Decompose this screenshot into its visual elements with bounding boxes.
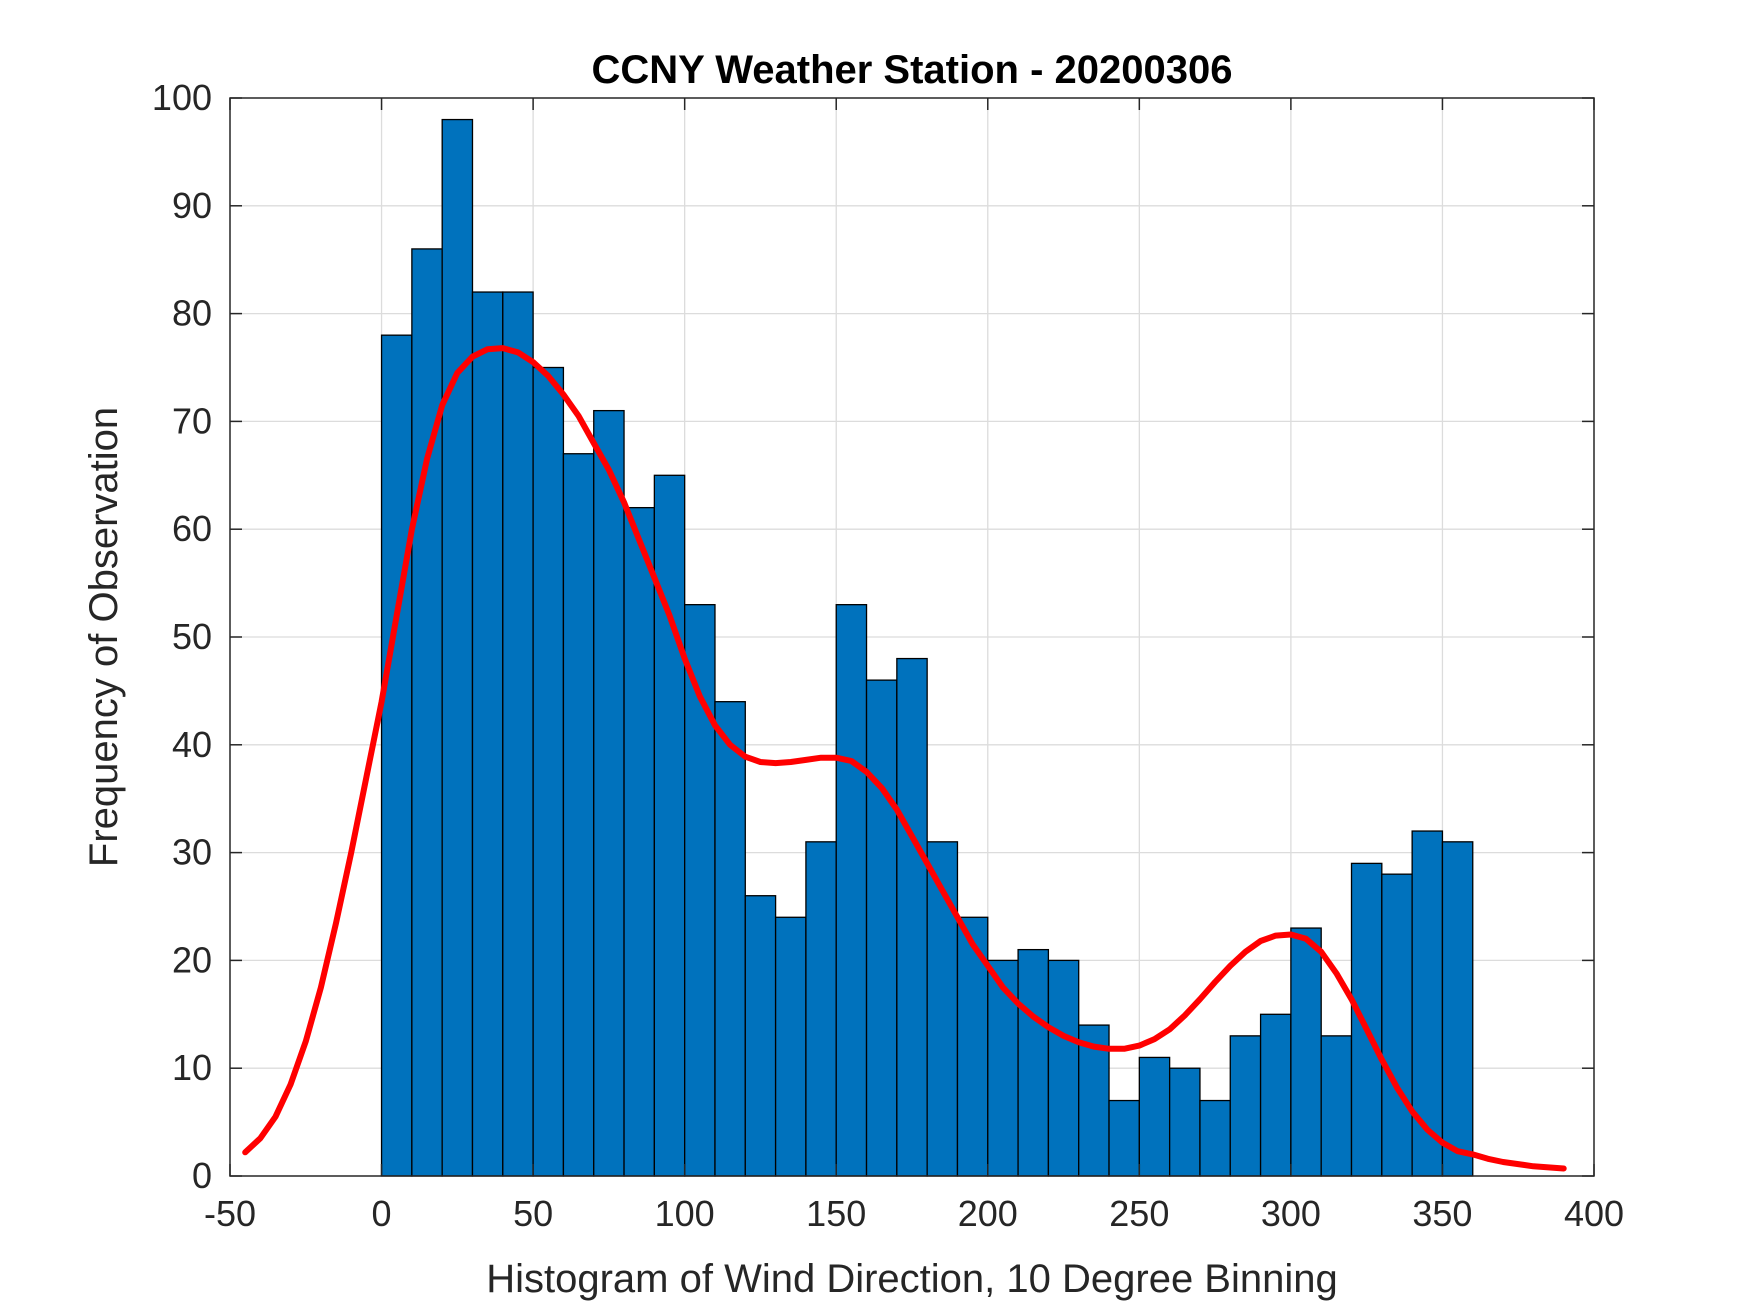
histogram-bar [1411, 830, 1444, 1177]
histogram-bar [1108, 1099, 1140, 1177]
y-tick-label: 50 [172, 616, 212, 657]
histogram-bar [441, 118, 474, 1177]
histogram-bar [411, 248, 443, 1177]
x-tick-label: -50 [204, 1193, 256, 1234]
histogram-bar [1290, 927, 1322, 1177]
x-tick-label: 0 [372, 1193, 392, 1234]
histogram-bar [653, 474, 686, 1177]
histogram-bar [684, 604, 716, 1177]
x-tick-labels: -50 0 50 100 150 200 250 300 350 400 [204, 1193, 1624, 1234]
y-tick-label: 0 [192, 1155, 212, 1196]
x-tick-label: 400 [1564, 1193, 1624, 1234]
y-axis-label: Frequency of Observation [82, 407, 126, 867]
histogram-bar [805, 841, 837, 1177]
y-tick-label: 20 [172, 939, 212, 980]
histogram-bar [593, 409, 625, 1177]
histogram-bar [1259, 1013, 1292, 1177]
histogram-bar [1441, 841, 1474, 1177]
histogram-bar [502, 291, 534, 1177]
y-tick-label: 70 [172, 400, 212, 441]
histogram-bar [774, 916, 807, 1177]
histogram-bar [623, 506, 656, 1177]
x-tick-label: 100 [655, 1193, 715, 1234]
histogram-bar [1138, 1056, 1171, 1177]
histogram-bars [380, 118, 1474, 1177]
y-tick-label: 40 [172, 724, 212, 765]
x-axis-label: Histogram of Wind Direction, 10 Degree B… [486, 1257, 1338, 1301]
x-tick-label: 50 [513, 1193, 553, 1234]
histogram-bar [562, 453, 595, 1177]
histogram-bar [532, 366, 565, 1177]
x-tick-label: 200 [958, 1193, 1018, 1234]
histogram-bar [1199, 1099, 1231, 1177]
histogram-bar [380, 334, 413, 1177]
chart-title: CCNY Weather Station - 20200306 [592, 48, 1233, 92]
histogram-bar [987, 959, 1019, 1177]
y-tick-label: 80 [172, 293, 212, 334]
histogram-bar [1381, 873, 1413, 1177]
histogram-bar [471, 291, 504, 1177]
histogram-bar [865, 679, 898, 1177]
y-tick-label: 90 [172, 185, 212, 226]
y-tick-label: 60 [172, 508, 212, 549]
histogram-bar [1229, 1035, 1262, 1177]
histogram-bar [1320, 1035, 1353, 1177]
axis-ticks [229, 97, 1595, 1177]
y-tick-label: 100 [152, 77, 212, 118]
histogram-bar [714, 701, 746, 1177]
histogram-bar [744, 895, 777, 1177]
y-tick-label: 10 [172, 1047, 212, 1088]
x-tick-label: 300 [1261, 1193, 1321, 1234]
x-tick-label: 350 [1412, 1193, 1472, 1234]
histogram-bar [1047, 959, 1080, 1177]
y-tick-labels: 0 10 20 30 40 50 60 70 80 90 100 [152, 77, 212, 1196]
y-tick-label: 30 [172, 832, 212, 873]
x-tick-label: 150 [806, 1193, 866, 1234]
histogram-bar [1350, 862, 1383, 1177]
histogram-bar [1168, 1067, 1201, 1177]
histogram-bar [835, 604, 868, 1177]
fit-curve-line [242, 345, 1567, 1172]
histogram-bar [1017, 948, 1050, 1177]
x-tick-label: 250 [1109, 1193, 1169, 1234]
histogram-bar [896, 657, 928, 1177]
